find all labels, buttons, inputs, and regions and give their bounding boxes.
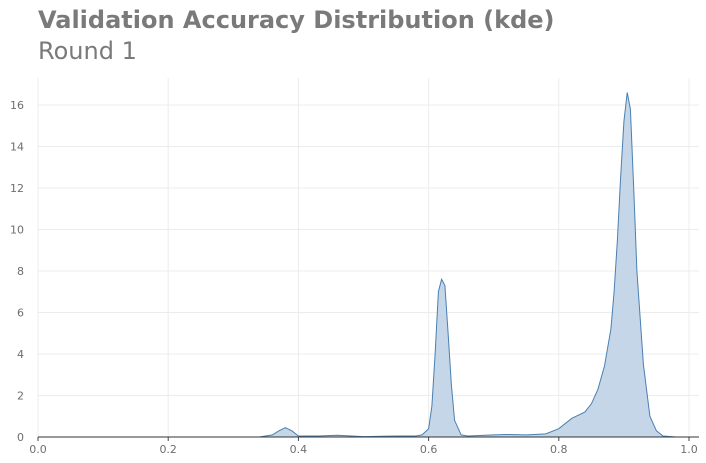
x-tick: 0.8 — [550, 437, 568, 456]
kde-area-fill — [259, 92, 676, 437]
x-tick-label: 0.8 — [550, 443, 568, 456]
y-tick: 10 — [10, 223, 24, 236]
y-tick: 2 — [17, 389, 24, 402]
y-tick-label: 16 — [10, 99, 24, 112]
y-tick: 14 — [10, 140, 24, 153]
y-tick-label: 10 — [10, 223, 24, 236]
y-tick: 12 — [10, 182, 24, 195]
y-tick: 6 — [17, 306, 24, 319]
y-tick-label: 2 — [17, 389, 24, 402]
y-tick-label: 6 — [17, 306, 24, 319]
axes: 0.0 0.2 0.4 0.6 0.8 1.0 0 2 4 6 8 10 12 14 16 — [10, 99, 699, 456]
chart-subtitle: Round 1 — [38, 37, 137, 65]
y-tick: 16 — [10, 99, 24, 112]
kde-line — [259, 92, 677, 438]
x-tick: 0.2 — [159, 437, 177, 456]
x-tick: 0.4 — [290, 437, 308, 456]
x-tick-label: 1.0 — [680, 443, 698, 456]
x-tick-label: 0.2 — [159, 443, 177, 456]
chart-title: Validation Accuracy Distribution (kde) — [38, 6, 555, 34]
y-tick: 4 — [17, 348, 24, 361]
x-tick-label: 0.6 — [420, 443, 438, 456]
y-tick: 0 — [17, 431, 24, 444]
x-tick: 0.0 — [29, 437, 47, 456]
y-tick-label: 0 — [17, 431, 24, 444]
y-tick-label: 12 — [10, 182, 24, 195]
y-tick-label: 8 — [17, 265, 24, 278]
y-tick-label: 14 — [10, 140, 24, 153]
x-tick-label: 0.0 — [29, 443, 47, 456]
y-tick-label: 4 — [17, 348, 24, 361]
x-tick: 1.0 — [680, 437, 698, 456]
x-tick-label: 0.4 — [290, 443, 308, 456]
x-tick: 0.6 — [420, 437, 438, 456]
y-tick: 8 — [17, 265, 24, 278]
kde-area-layer — [259, 92, 677, 438]
